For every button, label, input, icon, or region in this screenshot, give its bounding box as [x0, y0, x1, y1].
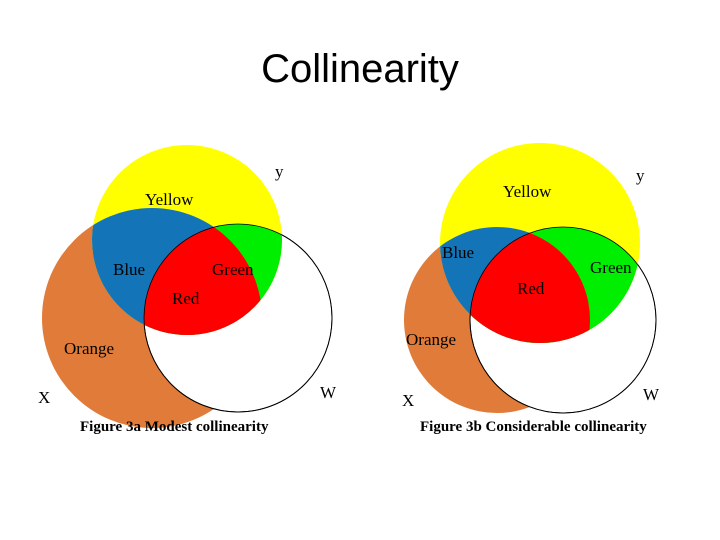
- green-label: Green: [590, 258, 632, 277]
- x-label: X: [402, 391, 414, 410]
- orange-label: Orange: [64, 339, 114, 358]
- slide-title: Collinearity: [261, 47, 459, 91]
- w-label: W: [320, 383, 337, 402]
- w-outline: [469, 226, 657, 414]
- xyw-region: [144, 224, 262, 335]
- red-label: Red: [172, 289, 200, 308]
- y-label: y: [275, 162, 284, 181]
- orange-label: Orange: [406, 330, 456, 349]
- xyw-region: [470, 227, 590, 343]
- w-label: W: [643, 385, 660, 404]
- caption: Figure 3b Considerable collinearity: [420, 419, 647, 435]
- y-label: y: [636, 166, 645, 185]
- green-label: Green: [212, 260, 254, 279]
- blue-label: Blue: [113, 260, 145, 279]
- red-label: Red: [517, 279, 545, 298]
- yellow-label: Yellow: [145, 190, 194, 209]
- caption: Figure 3a Modest collinearity: [80, 419, 269, 435]
- x-label: X: [38, 388, 50, 407]
- figure-3b: y Yellow Blue Green Red Orange X W Figur…: [402, 143, 660, 435]
- figure-3a: y Yellow Blue Green Red Orange X W Figur…: [38, 145, 337, 435]
- blue-label: Blue: [442, 243, 474, 262]
- yellow-label: Yellow: [503, 182, 552, 201]
- w-outline: [143, 223, 333, 413]
